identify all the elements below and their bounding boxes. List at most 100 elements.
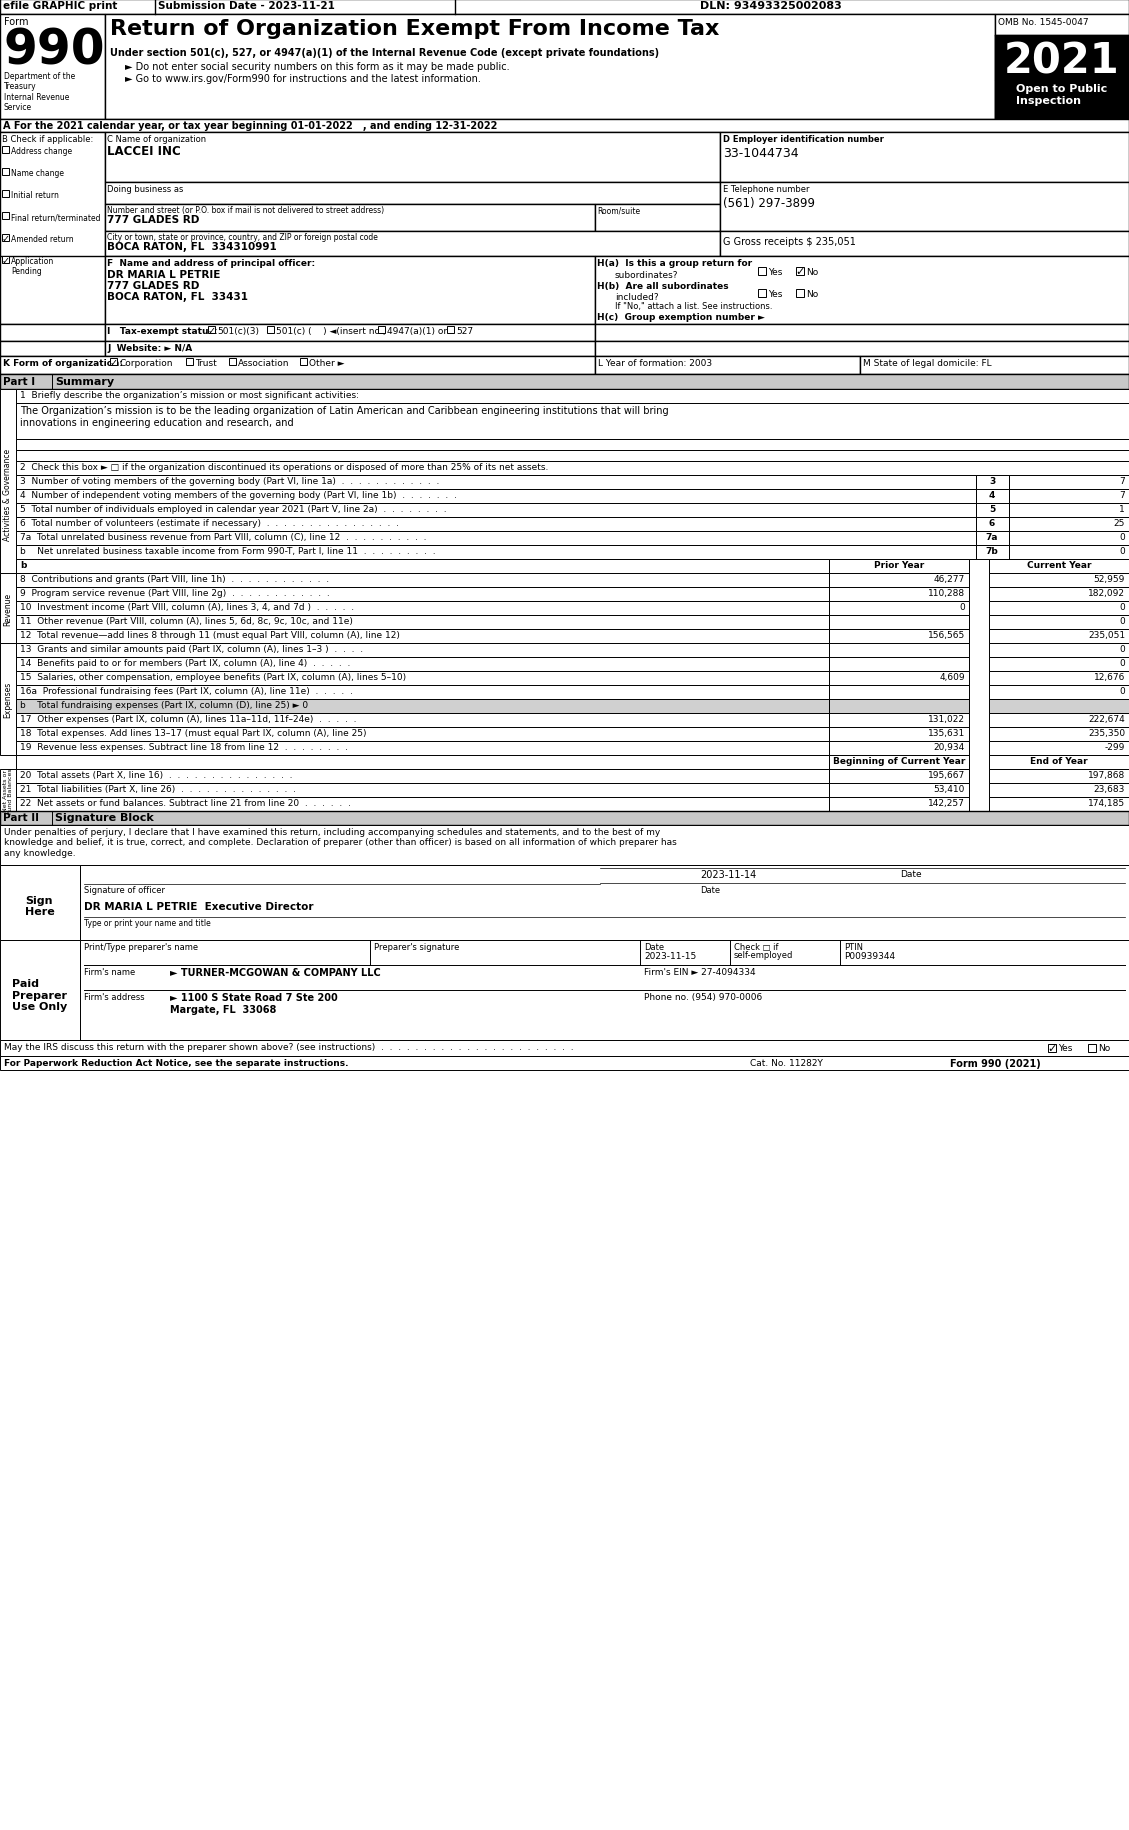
Bar bbox=[16, 461, 1129, 476]
Bar bbox=[2, 190, 9, 198]
Text: Open to Public
Inspection: Open to Public Inspection bbox=[1016, 84, 1108, 106]
Bar bbox=[16, 560, 829, 573]
Text: Print/Type preparer's name: Print/Type preparer's name bbox=[84, 942, 198, 952]
Text: 10  Investment income (Part VIII, column (A), lines 3, 4, and 7d )  .  .  .  .  : 10 Investment income (Part VIII, column … bbox=[20, 602, 355, 611]
Text: 5  Total number of individuals employed in calendar year 2021 (Part V, line 2a) : 5 Total number of individuals employed i… bbox=[20, 505, 447, 514]
Bar bbox=[975, 490, 1009, 503]
Text: 156,565: 156,565 bbox=[928, 631, 965, 640]
Bar bbox=[829, 741, 969, 756]
Bar bbox=[829, 756, 969, 770]
Bar bbox=[829, 714, 969, 728]
Bar bbox=[16, 756, 829, 770]
Text: Check □ if: Check □ if bbox=[734, 942, 779, 952]
Bar bbox=[829, 587, 969, 602]
Text: H(c)  Group exemption number ►: H(c) Group exemption number ► bbox=[597, 313, 764, 322]
Text: K Form of organization:: K Form of organization: bbox=[3, 359, 123, 368]
Text: 4,609: 4,609 bbox=[939, 673, 965, 681]
Text: End of Year: End of Year bbox=[1030, 756, 1088, 765]
Text: 9  Program service revenue (Part VIII, line 2g)  .  .  .  .  .  .  .  .  .  .  .: 9 Program service revenue (Part VIII, li… bbox=[20, 589, 330, 598]
Bar bbox=[16, 657, 829, 672]
Text: self-employed: self-employed bbox=[734, 950, 794, 959]
Bar bbox=[720, 134, 1129, 183]
Text: 0: 0 bbox=[960, 602, 965, 611]
Text: 6: 6 bbox=[989, 518, 995, 527]
Text: 13  Grants and similar amounts paid (Part IX, column (A), lines 1–3 )  .  .  .  : 13 Grants and similar amounts paid (Part… bbox=[20, 644, 364, 653]
Bar bbox=[829, 728, 969, 741]
Text: 777 GLADES RD: 777 GLADES RD bbox=[107, 280, 200, 291]
Bar bbox=[829, 657, 969, 672]
Bar bbox=[595, 205, 720, 232]
Text: 0: 0 bbox=[1119, 547, 1124, 556]
Text: 7a  Total unrelated business revenue from Part VIII, column (C), line 12  .  .  : 7a Total unrelated business revenue from… bbox=[20, 533, 427, 542]
Text: ► TURNER-MCGOWAN & COMPANY LLC: ► TURNER-MCGOWAN & COMPANY LLC bbox=[170, 968, 380, 977]
Bar bbox=[829, 630, 969, 644]
Text: 21  Total liabilities (Part X, line 26)  .  .  .  .  .  .  .  .  .  .  .  .  .  : 21 Total liabilities (Part X, line 26) .… bbox=[20, 785, 296, 794]
Bar bbox=[975, 545, 1009, 560]
Text: ► Go to www.irs.gov/Form990 for instructions and the latest information.: ► Go to www.irs.gov/Form990 for instruct… bbox=[125, 73, 481, 84]
Text: C Name of organization: C Name of organization bbox=[107, 135, 207, 145]
Text: 990: 990 bbox=[5, 26, 106, 73]
Text: Under section 501(c), 527, or 4947(a)(1) of the Internal Revenue Code (except pr: Under section 501(c), 527, or 4947(a)(1)… bbox=[110, 48, 659, 59]
Bar bbox=[16, 630, 829, 644]
Text: Current Year: Current Year bbox=[1026, 560, 1092, 569]
Text: LACCEI INC: LACCEI INC bbox=[107, 145, 181, 157]
Bar bbox=[0, 121, 1129, 134]
Bar bbox=[16, 533, 975, 545]
Text: May the IRS discuss this return with the preparer shown above? (see instructions: May the IRS discuss this return with the… bbox=[5, 1043, 574, 1052]
Text: BOCA RATON, FL  33431: BOCA RATON, FL 33431 bbox=[107, 291, 248, 302]
Bar bbox=[186, 359, 193, 366]
Bar bbox=[16, 798, 829, 811]
Text: Part I: Part I bbox=[3, 377, 35, 386]
Bar bbox=[16, 686, 829, 699]
Bar bbox=[16, 602, 829, 615]
Text: 18  Total expenses. Add lines 13–17 (must equal Part IX, column (A), line 25): 18 Total expenses. Add lines 13–17 (must… bbox=[20, 728, 367, 737]
Bar bbox=[975, 533, 1009, 545]
Bar bbox=[447, 328, 454, 333]
Text: Firm's address: Firm's address bbox=[84, 992, 145, 1001]
Bar bbox=[1009, 503, 1129, 518]
Bar bbox=[829, 644, 969, 657]
Bar bbox=[105, 342, 595, 357]
Bar bbox=[16, 728, 829, 741]
Bar bbox=[995, 81, 1129, 121]
Text: Final return/terminated: Final return/terminated bbox=[11, 212, 100, 221]
Text: 2023-11-15: 2023-11-15 bbox=[644, 952, 697, 961]
Bar bbox=[829, 783, 969, 798]
Bar bbox=[989, 587, 1129, 602]
Text: 222,674: 222,674 bbox=[1088, 714, 1124, 723]
Bar bbox=[0, 134, 105, 289]
Text: Amended return: Amended return bbox=[11, 234, 73, 243]
Bar bbox=[989, 573, 1129, 587]
Bar bbox=[229, 359, 236, 366]
Text: 777 GLADES RD: 777 GLADES RD bbox=[107, 214, 200, 225]
Bar bbox=[2, 234, 9, 242]
Text: Other ►: Other ► bbox=[309, 359, 344, 368]
Bar bbox=[1009, 490, 1129, 503]
Text: 0: 0 bbox=[1119, 602, 1124, 611]
Bar bbox=[0, 644, 16, 756]
Bar bbox=[105, 232, 720, 256]
Bar bbox=[989, 657, 1129, 672]
Bar bbox=[989, 798, 1129, 811]
Text: 5: 5 bbox=[989, 505, 995, 514]
Bar bbox=[1009, 518, 1129, 533]
Bar bbox=[105, 256, 595, 324]
Bar bbox=[0, 256, 105, 324]
Text: 11  Other revenue (Part VIII, column (A), lines 5, 6d, 8c, 9c, 10c, and 11e): 11 Other revenue (Part VIII, column (A),… bbox=[20, 617, 353, 626]
Bar bbox=[16, 503, 975, 518]
Bar bbox=[0, 324, 105, 342]
Text: L Year of formation: 2003: L Year of formation: 2003 bbox=[598, 359, 712, 368]
Text: Net Assets or
Fund Balances: Net Assets or Fund Balances bbox=[2, 769, 14, 813]
Text: 1: 1 bbox=[1119, 505, 1124, 514]
Text: No: No bbox=[806, 289, 819, 298]
Text: ► Do not enter social security numbers on this form as it may be made public.: ► Do not enter social security numbers o… bbox=[125, 62, 509, 71]
Text: ✓: ✓ bbox=[1048, 1043, 1057, 1054]
Bar bbox=[16, 490, 975, 503]
Text: 0: 0 bbox=[1119, 686, 1124, 695]
Text: 22  Net assets or fund balances. Subtract line 21 from line 20  .  .  .  .  .  .: 22 Net assets or fund balances. Subtract… bbox=[20, 798, 351, 807]
Text: G Gross receipts $ 235,051: G Gross receipts $ 235,051 bbox=[723, 236, 856, 247]
Bar bbox=[16, 390, 1129, 404]
Text: 12,676: 12,676 bbox=[1094, 673, 1124, 681]
Text: 0: 0 bbox=[1119, 659, 1124, 668]
Text: DR MARIA L PETRIE  Executive Director: DR MARIA L PETRIE Executive Director bbox=[84, 902, 314, 911]
